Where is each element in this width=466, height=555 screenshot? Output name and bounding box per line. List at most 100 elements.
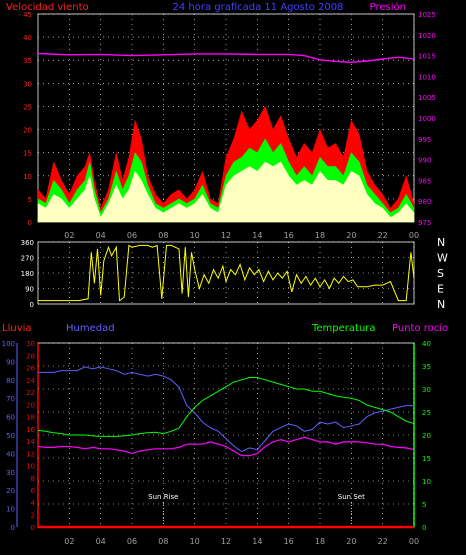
wind-title: Velocidad viento <box>6 2 89 13</box>
wind-y-tick: 25 <box>23 103 32 111</box>
wind-x-tick: 14 <box>252 231 262 240</box>
wind-x-tick: 18 <box>315 231 325 240</box>
wind-y-tick: 10 <box>23 173 32 181</box>
humidity-x-tick: 06 <box>127 537 137 546</box>
wind-x-tick: 04 <box>96 231 106 240</box>
compass-label: E <box>437 283 444 296</box>
temperature-y-tick: 0 <box>422 524 426 532</box>
rain-y-tick: 6 <box>31 487 36 495</box>
direction-y-tick: 0 <box>30 301 34 309</box>
rain-y-tick: 8 <box>31 475 35 483</box>
humidity-y-tick: 0 <box>11 524 15 532</box>
compass-label: N <box>437 236 445 249</box>
wind-x-tick: 06 <box>127 231 137 240</box>
rain-y-tick: 28 <box>26 352 35 360</box>
humidity-title: Humedad <box>66 323 115 334</box>
rain-y-tick: 16 <box>26 426 35 434</box>
dewpoint-title: Punto rocío <box>392 322 448 334</box>
wind-x-tick: 16 <box>284 231 294 240</box>
humidity-x-tick: 02 <box>64 537 74 546</box>
pressure-y-tick: 990 <box>418 157 431 165</box>
direction-line <box>38 244 415 302</box>
compass-label: N <box>437 298 445 311</box>
pressure-title: Presión <box>370 1 406 13</box>
compass-label: S <box>437 267 444 280</box>
humidity-line <box>38 366 414 453</box>
wind-x-tick: 12 <box>221 231 231 240</box>
humidity-x-tick: 00 <box>409 537 419 546</box>
humidity-x-tick: 18 <box>315 537 325 546</box>
rain-y-tick: 22 <box>26 389 35 397</box>
wind-y-tick: 15 <box>23 150 32 158</box>
pressure-y-tick: 1005 <box>418 94 436 102</box>
temperature-title: Temperatura <box>311 323 376 334</box>
temperature-y-tick: 20 <box>422 432 431 440</box>
pressure-y-tick: 1010 <box>418 73 436 81</box>
humidity-x-tick: 22 <box>378 537 388 546</box>
direction-y-tick: 90 <box>25 286 34 294</box>
sun-marker-label: Sun Set <box>338 493 365 501</box>
pressure-y-tick: 1020 <box>418 32 436 40</box>
humidity-x-tick: 04 <box>96 537 106 546</box>
pressure-y-tick: 1000 <box>418 115 436 123</box>
direction-y-tick: 360 <box>21 239 34 247</box>
pressure-y-tick: 985 <box>418 177 431 185</box>
rain-y-tick: 10 <box>26 463 35 471</box>
humidity-y-tick: 60 <box>6 414 15 422</box>
temperature-line <box>37 377 415 437</box>
wind-x-tick: 08 <box>158 231 168 240</box>
humidity-y-tick: 70 <box>6 395 15 403</box>
humidity-x-tick: 12 <box>221 537 231 546</box>
temperature-y-tick: 15 <box>422 455 431 463</box>
rain-y-tick: 26 <box>26 365 35 373</box>
wind-y-tick: 30 <box>23 80 32 88</box>
wind-y-tick: 35 <box>23 57 32 65</box>
pressure-y-tick: 975 <box>418 219 431 227</box>
pressure-y-tick: 1015 <box>418 53 436 61</box>
humidity-y-tick: 80 <box>6 377 15 385</box>
rain-y-tick: 4 <box>31 499 36 507</box>
humidity-y-tick: 100 <box>2 340 15 348</box>
sun-marker-label: Sun Rise <box>148 493 178 501</box>
humidity-x-tick: 10 <box>190 537 200 546</box>
wind-y-tick: 20 <box>23 127 32 135</box>
dewpoint-line <box>37 436 415 457</box>
rain-y-tick: 18 <box>26 414 35 422</box>
rain-y-tick: 0 <box>31 524 35 532</box>
wind-y-tick: 45 <box>23 11 32 19</box>
temperature-y-tick: 10 <box>422 478 431 486</box>
humidity-panel: 0510152025303540010203040506070809010002… <box>2 340 431 546</box>
wind-x-tick: 22 <box>378 231 388 240</box>
humidity-x-tick: 16 <box>284 537 294 546</box>
wind-y-tick: 40 <box>23 34 32 42</box>
pressure-y-tick: 980 <box>418 198 431 206</box>
humidity-y-tick: 50 <box>6 432 15 440</box>
direction-y-tick: 180 <box>21 270 34 278</box>
humidity-y-tick: 90 <box>6 358 15 366</box>
humidity-y-tick: 40 <box>6 450 15 458</box>
humidity-x-tick: 20 <box>346 537 356 546</box>
rain-y-tick: 20 <box>26 401 35 409</box>
rain-y-tick: 12 <box>26 450 35 458</box>
date-title: 24 hora graficada 11 Agosto 2008 <box>172 2 343 13</box>
rain-y-tick: 24 <box>26 377 35 385</box>
temperature-y-tick: 30 <box>422 386 431 394</box>
direction-y-tick: 270 <box>21 255 34 263</box>
wind-mean-area <box>37 161 415 223</box>
rain-y-tick: 2 <box>31 512 35 520</box>
pressure-line <box>37 52 415 64</box>
wind-x-tick: 20 <box>346 231 356 240</box>
rain-title: Lluvia <box>2 323 32 334</box>
wind-x-tick: 00 <box>409 231 419 240</box>
pressure-y-tick: 1025 <box>418 11 436 19</box>
temperature-y-tick: 5 <box>422 501 426 509</box>
rain-y-tick: 30 <box>26 340 35 348</box>
wind-y-tick: 5 <box>28 196 32 204</box>
wind-x-tick: 10 <box>190 231 200 240</box>
humidity-x-tick: 08 <box>158 537 168 546</box>
wind-panel: 0510152025303540459759809859909951000100… <box>23 11 436 240</box>
humidity-y-tick: 10 <box>6 506 15 514</box>
temperature-y-tick: 40 <box>422 340 431 348</box>
